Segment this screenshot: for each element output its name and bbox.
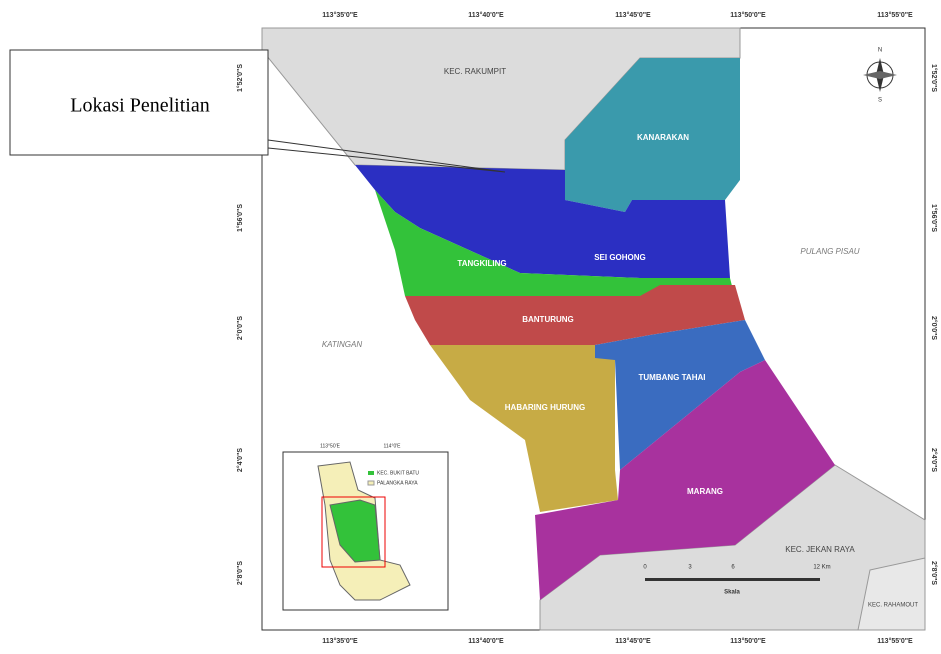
region-label: SEI GOHONG	[594, 253, 646, 262]
scale-title: Skala	[724, 590, 740, 596]
coordinate-label: 1°52'0"S	[236, 64, 244, 92]
coordinate-label: 113°45'0"E	[615, 11, 651, 19]
coordinate-label: 113°40'0"E	[468, 11, 504, 19]
coordinate-label: 1°52'0"S	[930, 64, 938, 92]
coordinate-labels: 113°35'0"E 113°40'0"E 113°45'0"E 113°50'0"E…	[236, 11, 938, 645]
inset-extent	[321, 496, 386, 568]
scale-line	[645, 578, 820, 581]
inset-tick: 113°50'E	[320, 443, 340, 449]
rahamout-area	[857, 557, 926, 631]
region-label: TUMBANG TAHAI	[639, 373, 706, 382]
sei-gohong-region	[355, 165, 730, 278]
region-label: TANGKILING	[457, 259, 506, 268]
coordinate-label: 113°50'0"E	[730, 637, 766, 645]
callout-label: Lokasi Penelitian	[70, 95, 209, 117]
area-label: KEC. RAHAMOUT	[868, 603, 918, 609]
coordinate-label: 113°40'0"E	[468, 637, 504, 645]
callout-box	[9, 49, 269, 156]
callout-arrow	[267, 139, 506, 173]
coordinate-label: 113°35'0"E	[322, 11, 358, 19]
region-label: BANTURUNG	[522, 315, 574, 324]
inset-legend-swatch	[368, 471, 374, 475]
inset-study-area	[329, 499, 381, 563]
region-label: HABARING HURUNG	[505, 403, 585, 412]
coordinate-label: 2°8'0"S	[930, 561, 938, 585]
region-label: KANARAKAN	[637, 133, 689, 142]
marang-region	[535, 360, 835, 600]
coordinate-label: 2°0'0"S	[930, 316, 938, 340]
region-label: MARANG	[687, 487, 723, 496]
coordinate-label: 2°8'0"S	[236, 561, 244, 585]
inset-map: KEC. BUKIT BATU PALANGKA RAYA 113°50'E 1…	[282, 443, 449, 611]
coordinate-label: 113°55'0"E	[877, 637, 913, 645]
kanarakan-region	[565, 58, 740, 212]
inset-legend: PALANGKA RAYA	[377, 480, 418, 486]
area-label: PULANG PISAU	[800, 247, 859, 256]
inset-legend: KEC. BUKIT BATU	[377, 470, 419, 476]
coordinate-label: 113°55'0"E	[877, 11, 913, 19]
callout: Lokasi Penelitian	[9, 49, 506, 173]
scale-tick: 6	[731, 565, 735, 571]
tangkiling-region	[375, 190, 732, 296]
coordinate-label: 2°0'0"S	[236, 316, 244, 340]
compass-label: N	[878, 48, 882, 54]
scale-tick: 0	[643, 565, 647, 571]
jekan-raya-area	[539, 464, 926, 631]
inset-legend-swatch	[367, 480, 375, 486]
banturung-region	[405, 285, 745, 345]
inset-tick: 114°0'E	[383, 443, 401, 449]
coordinate-label: 113°50'0"E	[730, 11, 766, 19]
coordinate-label: 1°56'0"S	[930, 204, 938, 232]
area-label: KATINGAN	[322, 340, 363, 349]
coordinate-label: 113°45'0"E	[615, 637, 651, 645]
tumbang-tahai-region	[595, 320, 765, 470]
area-label: KEC. JEKAN RAYA	[785, 545, 855, 554]
coordinate-label: 2°4'0"S	[236, 448, 244, 472]
coordinate-label: 113°35'0"E	[322, 637, 358, 645]
area-label: KEC. RAKUMPIT	[444, 67, 506, 76]
compass: N S	[863, 48, 897, 104]
scale-bar: 0 3 6 12 Km Skala	[643, 565, 830, 596]
coordinate-label: 1°56'0"S	[236, 204, 244, 232]
habaring-hurung-region	[430, 345, 618, 512]
scale-tick: 3	[688, 565, 692, 571]
compass-label: S	[878, 98, 882, 104]
scale-tick: 12 Km	[813, 565, 830, 571]
coordinate-label: 2°4'0"S	[930, 448, 938, 472]
compass-needle	[863, 71, 897, 79]
